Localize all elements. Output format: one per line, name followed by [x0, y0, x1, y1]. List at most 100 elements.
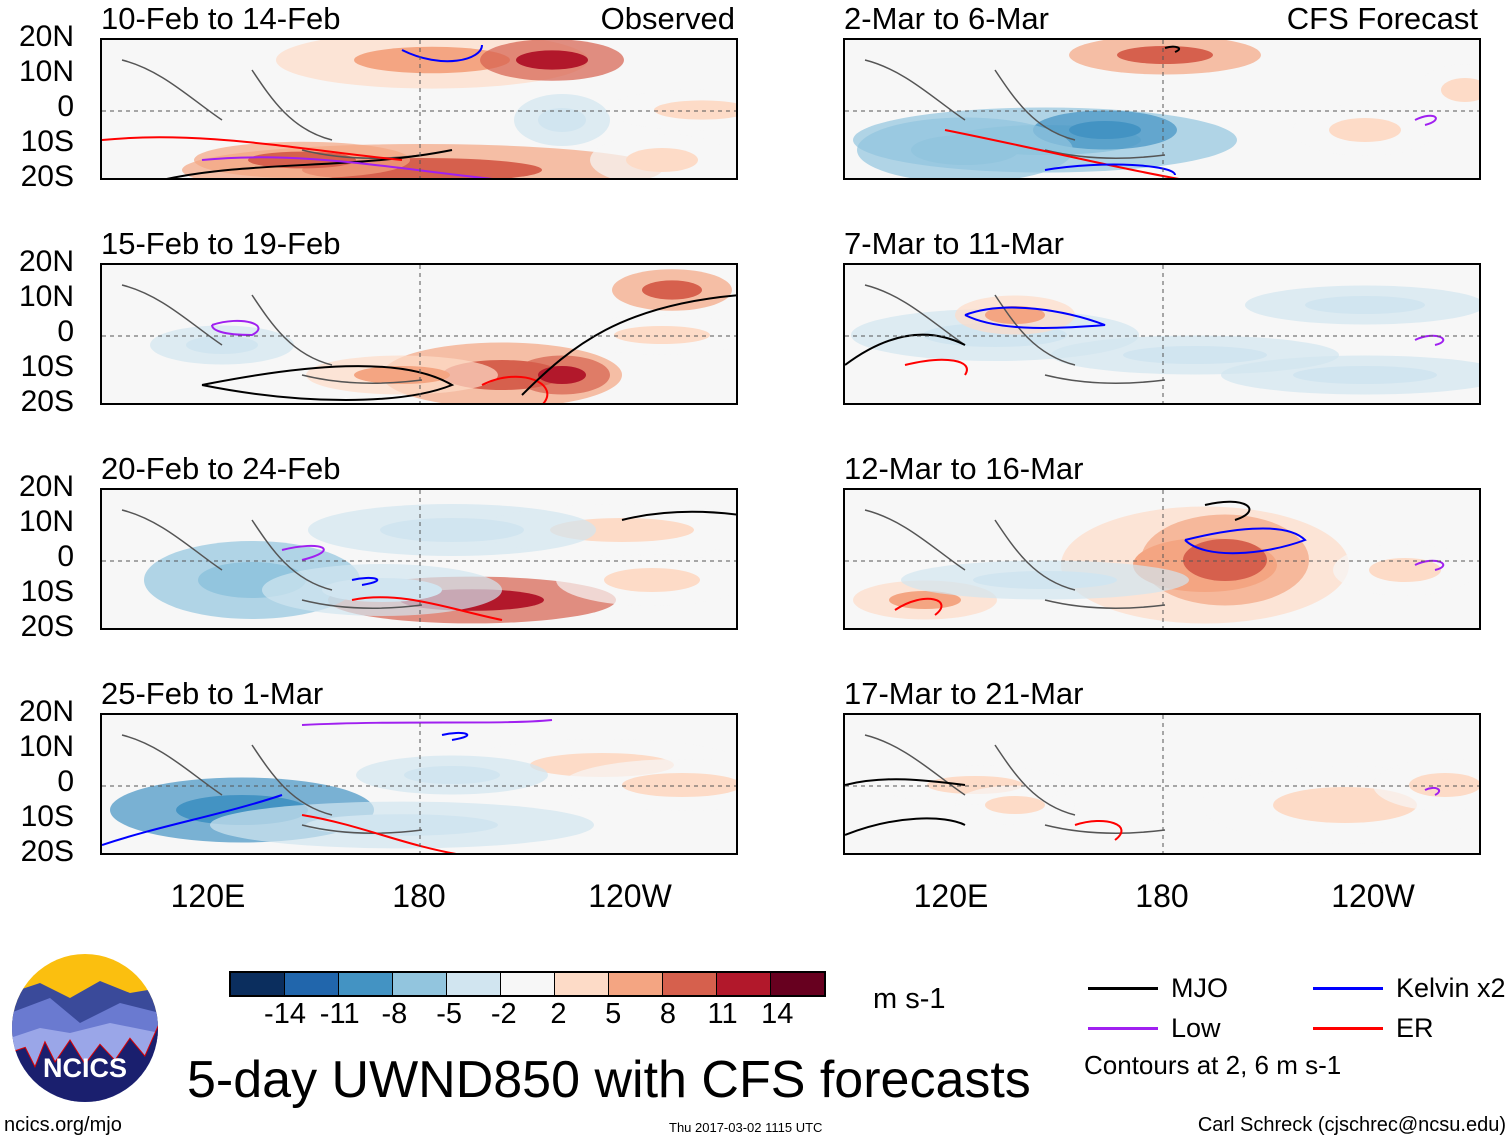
colorbar-swatch — [663, 973, 717, 995]
legend-line — [1313, 1027, 1383, 1030]
lat-label: 10S — [20, 575, 74, 608]
colorbar-tick-label: 11 — [707, 998, 738, 1030]
legend-label: ER — [1396, 1013, 1434, 1043]
legend-line — [1088, 1027, 1158, 1030]
coastline — [121, 509, 423, 610]
colorbar-swatch — [339, 973, 393, 995]
wave-contour — [904, 358, 968, 376]
wave-contour — [201, 365, 455, 401]
lon-label: 180 — [1135, 878, 1189, 914]
contours-note: Contours at 2, 6 m s-1 — [1084, 1050, 1342, 1080]
coastline — [121, 284, 423, 385]
lat-label: 0 — [57, 765, 74, 798]
wave-contour — [102, 136, 403, 161]
anomaly-shading — [1117, 46, 1213, 64]
colorbar-swatch — [501, 973, 555, 995]
lat-label: 20S — [20, 160, 74, 193]
wave-contour — [1414, 114, 1437, 126]
map-panel — [843, 38, 1481, 180]
anomaly-shading — [538, 366, 586, 384]
colorbar-swatch — [231, 973, 285, 995]
anomaly-shading — [538, 108, 586, 132]
lat-label: 10N — [18, 505, 74, 538]
lat-label: 0 — [57, 540, 74, 573]
anomaly-shading — [1293, 366, 1437, 384]
anomaly-shading — [1069, 121, 1141, 139]
lat-label: 10N — [18, 55, 74, 88]
wave-contour — [211, 319, 260, 337]
wave-contour — [521, 294, 736, 396]
lon-label: 120E — [913, 878, 989, 914]
lat-label: 0 — [57, 90, 74, 123]
panel-title: 2-Mar to 6-Mar — [844, 1, 1049, 36]
wave-contour — [481, 375, 549, 403]
lat-label: 10S — [20, 350, 74, 383]
anomaly-shading — [1329, 118, 1401, 142]
coastline — [121, 734, 423, 835]
ncics-logo: NCICS — [12, 954, 158, 1102]
wave-contour — [1414, 559, 1445, 571]
legend-label: Low — [1171, 1013, 1221, 1043]
anomaly-shading — [322, 578, 442, 602]
coastline — [864, 734, 1166, 835]
panel-title: 17-Mar to 21-Mar — [844, 676, 1084, 711]
lon-label: 180 — [392, 878, 446, 914]
lat-label: 10N — [18, 280, 74, 313]
anomaly-shading — [614, 326, 710, 344]
colorbar-tick-label: -5 — [436, 998, 462, 1030]
anomaly-shading — [622, 773, 736, 797]
colorbar-tick-label: 14 — [761, 998, 794, 1030]
panel-title: 20-Feb to 24-Feb — [101, 451, 341, 486]
wave-contour — [301, 814, 457, 853]
map-panel — [100, 38, 738, 180]
panel-title: 12-Mar to 16-Mar — [844, 451, 1084, 486]
colorbar-tick-label: 8 — [659, 998, 676, 1030]
lat-label: 10S — [20, 800, 74, 833]
wave-contour — [351, 576, 379, 586]
colorbar-tick-label: -11 — [319, 998, 360, 1030]
lat-label: 20S — [20, 610, 74, 643]
colorbar-swatch — [447, 973, 501, 995]
lat-label: 10N — [18, 730, 74, 763]
wave-contour — [201, 156, 493, 178]
anomaly-shading — [516, 50, 588, 70]
anomaly-shading — [973, 571, 1117, 589]
wave-contour — [1184, 527, 1307, 555]
colorbar-swatch — [609, 973, 663, 995]
anomaly-shading — [354, 366, 450, 384]
lat-label: 20S — [20, 385, 74, 418]
wave-contour — [166, 149, 453, 178]
footer-timestamp: Thu 2017-03-02 1115 UTC — [669, 1120, 823, 1135]
anomaly-shading — [985, 796, 1045, 814]
wave-contour — [1074, 819, 1123, 841]
map-panel — [843, 713, 1481, 855]
colorbar-swatch — [771, 973, 824, 995]
anomaly-shading — [642, 280, 702, 300]
panel-title: 15-Feb to 19-Feb — [101, 226, 341, 261]
wave-contour — [401, 44, 483, 63]
anomaly-shading — [985, 306, 1045, 324]
anomaly-shading — [404, 766, 500, 784]
colorbar-tick-label: -2 — [490, 998, 517, 1030]
coastline — [864, 284, 1166, 385]
wave-contour — [894, 597, 943, 616]
lat-label: 10S — [20, 125, 74, 158]
map-panel — [100, 263, 738, 405]
panel-title: 7-Mar to 11-Mar — [844, 226, 1064, 261]
lat-label: 0 — [57, 315, 74, 348]
anomaly-shading — [626, 148, 698, 172]
map-panel — [843, 263, 1481, 405]
legend-label: Kelvin x2 — [1396, 973, 1506, 1003]
colorbar-units: m s-1 — [873, 983, 946, 1015]
anomaly-shading — [1123, 346, 1267, 364]
lat-label: 20N — [18, 470, 74, 503]
map-panel — [100, 713, 738, 855]
logo-text: NCICS — [43, 1053, 127, 1083]
lon-label: 120W — [588, 878, 672, 914]
wave-contour — [964, 306, 1106, 329]
anomaly-shading — [911, 135, 1019, 165]
anomaly-shading — [1409, 773, 1479, 797]
wave-contour — [1414, 334, 1445, 346]
colorbar-swatch — [285, 973, 339, 995]
